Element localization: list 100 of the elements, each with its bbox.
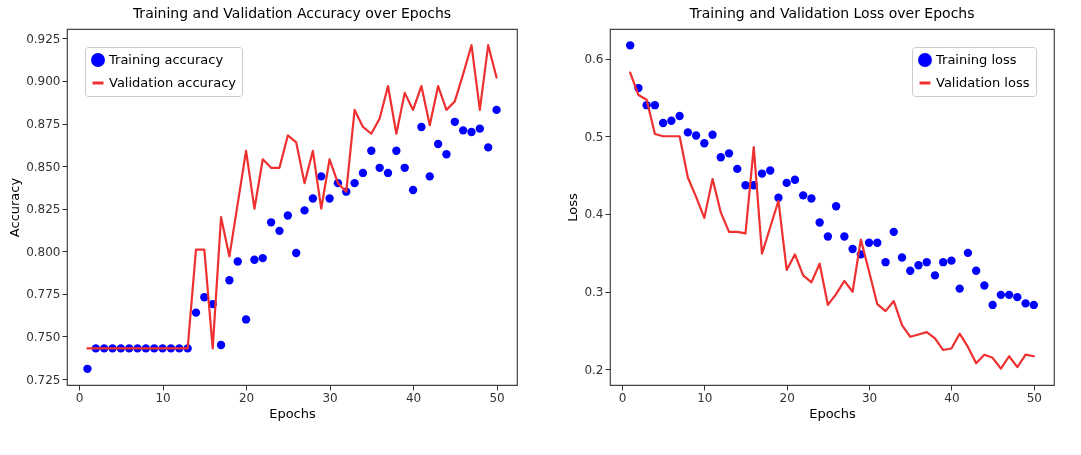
point [291,248,301,258]
y-tick-label: 0.800 [26,244,61,259]
point [358,168,368,178]
y-tick-label: 0.900 [26,74,61,89]
point [716,153,725,162]
chart-title: Training and Validation Loss over Epochs [688,5,975,21]
y-tick-label: 0.850 [26,159,61,174]
point [300,206,309,215]
y-tick-label: 0.5 [584,129,604,144]
x-tick-label: 0 [75,390,84,405]
x-tick-label: 50 [1026,390,1042,405]
point [650,101,660,110]
x-tick-label: 20 [779,390,795,405]
point [484,143,493,152]
legend-label: Training loss [935,52,1017,67]
point [864,238,874,247]
point [191,308,201,317]
point [881,258,890,267]
point [840,232,849,241]
point [733,164,742,174]
point [216,340,226,350]
point [241,315,251,324]
point [350,178,359,188]
point [266,218,276,227]
y-tick-label: 0.6 [584,52,604,67]
point [766,166,775,175]
point [988,300,997,310]
point [458,126,468,135]
point [1029,300,1038,310]
point [757,169,767,178]
point [914,261,923,270]
point [367,146,376,155]
point [83,364,92,373]
x-tick-label: 50 [489,390,505,405]
point [930,271,940,280]
point [450,117,459,127]
legend-label: Validation accuracy [109,75,237,90]
point [807,194,816,203]
point [375,163,384,172]
point [823,232,833,241]
point [782,178,791,188]
point [425,172,434,181]
point [283,211,293,220]
point [724,149,734,158]
point [947,256,956,265]
point [667,116,676,125]
y-tick-label: 0.925 [26,31,61,46]
point [963,248,973,258]
point [873,238,882,247]
point [790,175,800,184]
x-tick-label: 30 [861,390,878,405]
point [741,181,750,190]
point [700,139,709,148]
point [675,111,684,121]
point [996,290,1006,300]
point [467,127,476,137]
point [383,168,393,178]
point [658,118,668,128]
point [1004,290,1014,300]
point [250,255,259,264]
x-tick-label: 0 [618,390,627,405]
y-axis-title: Loss [565,193,581,222]
point [708,130,717,139]
point [955,284,964,293]
y-tick-label: 0.825 [26,202,61,217]
x-tick-label: 30 [322,390,338,405]
point [939,258,948,267]
x-tick-label: 10 [697,390,713,405]
y-tick-label: 0.750 [26,329,61,344]
point [1013,292,1022,302]
x-tick-label: 40 [405,390,422,405]
point [475,124,485,133]
point [392,146,401,155]
point [971,266,981,275]
point [848,244,857,254]
point [889,227,898,237]
chart-title: Training and Validation Accuracy over Epochs [131,5,452,21]
y-tick-label: 0.4 [584,207,604,222]
point [922,258,931,267]
point [258,253,267,263]
point [308,194,318,203]
x-tick-label: 40 [944,390,960,405]
x-tick-label: 20 [238,390,255,405]
point [275,226,284,236]
point [906,266,915,275]
point [691,131,701,140]
line-series [629,71,1035,370]
point [433,139,443,149]
point [626,41,635,50]
point [225,276,234,285]
y-tick-label: 0.775 [26,287,61,302]
point [325,194,334,203]
x-axis-title: Epochs [269,405,317,421]
point [492,105,501,115]
point [400,163,409,172]
point [897,253,907,262]
x-tick-label: 10 [155,390,171,405]
point [1021,299,1030,308]
y-tick-label: 0.2 [584,362,604,377]
point [233,257,242,266]
